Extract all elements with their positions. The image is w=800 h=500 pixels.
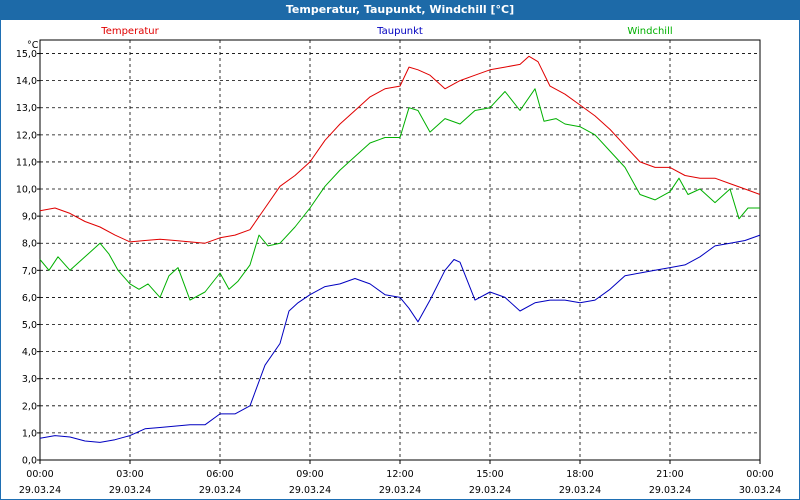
series-line-taupunkt bbox=[39, 234, 761, 443]
x-tick-time: 00:00 bbox=[26, 469, 53, 480]
window-title: Temperatur, Taupunkt, Windchill [°C] bbox=[0, 0, 800, 20]
x-tick-date: 29.03.24 bbox=[379, 485, 421, 496]
x-tick-time: 18:00 bbox=[566, 469, 593, 480]
x-tick-time: 03:00 bbox=[116, 469, 143, 480]
y-tick-label: 10,0 bbox=[16, 185, 37, 196]
x-tick-time: 06:00 bbox=[206, 469, 233, 480]
legend-taupunkt: Taupunkt bbox=[376, 26, 423, 37]
x-tick-time: 00:00 bbox=[746, 469, 773, 480]
legend-windchill: Windchill bbox=[627, 26, 672, 37]
y-tick-label: 7,0 bbox=[22, 266, 37, 277]
y-tick-label: 1,0 bbox=[22, 428, 37, 439]
series-line-temperatur bbox=[39, 55, 761, 244]
y-tick-label: 3,0 bbox=[22, 374, 37, 385]
x-tick-time: 09:00 bbox=[296, 469, 323, 480]
y-tick-label: 6,0 bbox=[22, 293, 37, 304]
x-axis-ticks: 00:00 29.03.24 03:00 29.03.24 06:00 29.03.24 0… bbox=[19, 460, 781, 496]
x-tick-date: 29.03.24 bbox=[289, 485, 331, 496]
y-tick-label: 15,0 bbox=[16, 49, 37, 60]
y-tick-label: 12,0 bbox=[16, 130, 37, 141]
y-tick-label: 4,0 bbox=[22, 347, 37, 358]
y-axis-label: °C bbox=[27, 40, 39, 51]
series-lines bbox=[39, 55, 761, 443]
y-tick-label: 11,0 bbox=[16, 157, 37, 168]
x-tick-date: 30.03.24 bbox=[739, 485, 781, 496]
legend-temperatur: Temperatur bbox=[100, 26, 159, 37]
x-tick-date: 29.03.24 bbox=[469, 485, 511, 496]
x-tick-date: 29.03.24 bbox=[649, 485, 691, 496]
y-tick-label: 13,0 bbox=[16, 103, 37, 114]
x-tick-time: 21:00 bbox=[656, 469, 683, 480]
x-tick-date: 29.03.24 bbox=[109, 485, 151, 496]
y-tick-label: 14,0 bbox=[16, 76, 37, 87]
y-axis-ticks: 0,0 1,0 2,0 3,0 4,0 5,0 6,0 7,0 8,0 9,0 10,0 11,0 12… bbox=[16, 49, 40, 467]
x-tick-time: 15:00 bbox=[476, 469, 503, 480]
y-tick-label: 9,0 bbox=[22, 212, 37, 223]
y-tick-label: 8,0 bbox=[22, 239, 37, 250]
y-tick-label: 2,0 bbox=[22, 401, 37, 412]
y-tick-label: 5,0 bbox=[22, 320, 37, 331]
x-tick-date: 29.03.24 bbox=[19, 485, 61, 496]
y-tick-label: 0,0 bbox=[22, 456, 37, 467]
series-line-windchill bbox=[39, 88, 760, 301]
x-tick-time: 12:00 bbox=[386, 469, 413, 480]
x-tick-date: 29.03.24 bbox=[199, 485, 241, 496]
legend: Temperatur Taupunkt Windchill bbox=[100, 26, 672, 37]
x-tick-date: 29.03.24 bbox=[559, 485, 601, 496]
